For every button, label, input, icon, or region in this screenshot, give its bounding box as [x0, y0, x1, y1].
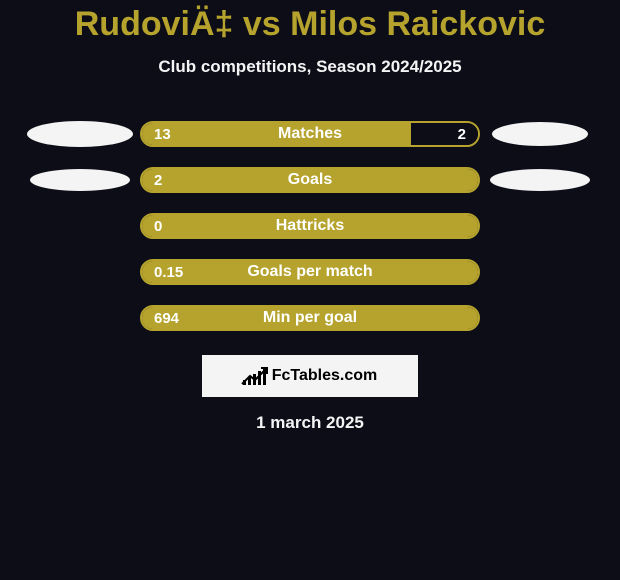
stat-bar: Goals per match0.15: [140, 259, 480, 285]
bar-fill-left: [142, 123, 411, 145]
stat-row: Matches132: [0, 111, 620, 157]
stat-row: Goals per match0.15: [0, 249, 620, 295]
bar-chart-icon: [243, 367, 266, 385]
stat-bar: Hattricks0: [140, 213, 480, 239]
stat-bar: Matches132: [140, 121, 480, 147]
bar-fill-right: [411, 123, 478, 145]
player-ellipse-left: [30, 169, 130, 191]
ellipse-left-slot: [20, 169, 140, 191]
logo-text: FcTables.com: [272, 367, 378, 385]
player-ellipse-right: [492, 122, 588, 146]
arrow-icon: [241, 367, 269, 385]
bar-fill-left: [142, 307, 478, 329]
stat-rows: Matches132 Goals2 Hattricks0 Goals per matc…: [0, 111, 620, 341]
date-label: 1 march 2025: [0, 413, 620, 433]
subtitle: Club competitions, Season 2024/2025: [0, 57, 620, 77]
bar-fill-left: [142, 261, 478, 283]
page-title: RudoviÄ‡ vs Milos Raickovic: [0, 0, 620, 43]
logo-box: FcTables.com: [202, 355, 418, 397]
bar-fill-left: [142, 169, 478, 191]
stat-bar: Min per goal694: [140, 305, 480, 331]
ellipse-left-slot: [20, 121, 140, 147]
comparison-infographic: RudoviÄ‡ vs Milos Raickovic Club competi…: [0, 0, 620, 580]
ellipse-right-slot: [480, 169, 600, 191]
player-ellipse-right: [490, 169, 590, 191]
stat-bar: Goals2: [140, 167, 480, 193]
bar-fill-left: [142, 215, 478, 237]
stat-row: Min per goal694: [0, 295, 620, 341]
player-ellipse-left: [27, 121, 133, 147]
ellipse-right-slot: [480, 122, 600, 146]
stat-row: Goals2: [0, 157, 620, 203]
stat-row: Hattricks0: [0, 203, 620, 249]
